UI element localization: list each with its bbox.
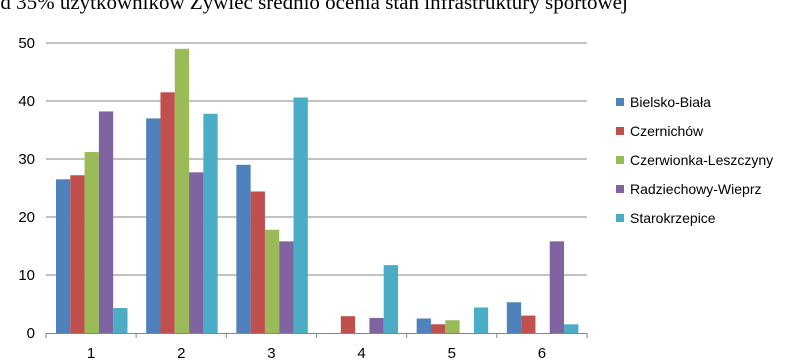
bar [369,317,384,333]
bar [383,265,398,333]
bar [146,118,161,334]
bar [430,324,446,333]
legend-label: Czerwionka-Leszczyny [630,152,773,168]
bar [113,308,128,333]
bar [279,241,294,333]
legend-label: Bielsko-Biała [630,94,711,110]
y-tick-label: 30 [18,151,35,168]
bar [521,315,536,333]
y-tick-label: 50 [18,35,35,52]
x-tick-label: 4 [357,345,365,362]
bar [56,179,71,333]
bar [340,316,356,333]
bar [189,172,204,333]
bars [56,48,579,334]
legend-label: Radziechowy-Wieprz [630,181,761,197]
x-tick-label: 1 [87,345,95,362]
bar [473,307,489,333]
legend-swatch [616,127,624,135]
x-tick-label: 6 [538,345,546,362]
gridlines [46,42,587,276]
chart-title-text: ad 35% użytkowników Żywiec średnio oceni… [0,0,628,14]
x-tick-label: 2 [177,345,185,362]
bar [445,320,460,333]
legend-label: Starokrzepice [630,210,716,226]
bar [250,191,265,333]
bar [549,241,565,333]
bar [98,111,114,333]
legend-swatch [616,185,624,193]
bar [160,92,175,333]
bar [564,324,579,333]
x-tick-label: 3 [267,345,275,362]
y-axis-ticks: 0 10 20 30 40 50 [18,35,35,342]
y-tick-label: 40 [18,93,35,110]
bar [506,302,522,333]
bar [293,97,308,334]
legend-swatch [616,214,624,222]
legend-label: Czernichów [630,123,704,139]
bar [70,175,85,333]
y-tick-label: 0 [27,325,35,342]
x-tick-label: 5 [448,345,456,362]
x-axis [45,333,588,338]
legend: Bielsko-Biała Czernichów Czerwionka-Leszcz… [616,94,773,226]
bar [236,164,251,333]
bar [174,48,190,334]
y-tick-label: 10 [18,267,35,284]
legend-swatch [616,98,624,106]
x-axis-ticks: 1 2 3 4 5 6 [87,345,546,362]
bar [84,152,99,333]
bar [203,113,218,333]
chart-title: ad 35% użytkowników Żywiec średnio oceni… [0,0,801,16]
legend-swatch [616,156,624,164]
bar [264,229,280,333]
y-tick-label: 20 [18,209,35,226]
bar [416,318,431,333]
